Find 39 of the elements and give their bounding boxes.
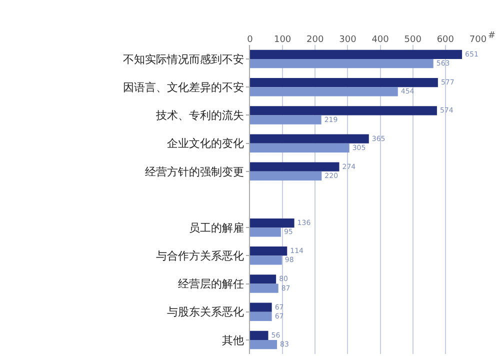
bar	[250, 162, 340, 172]
bar	[250, 302, 272, 312]
bar	[250, 87, 398, 96]
bar	[250, 134, 369, 144]
bar	[250, 115, 322, 124]
bar	[250, 106, 437, 116]
x-axis-title: #	[488, 31, 496, 41]
bar	[250, 246, 288, 256]
y-tick-label: 与合作方关系恶化	[156, 250, 244, 263]
bar	[250, 228, 281, 237]
y-tick-label: 与股东关系恶化	[166, 306, 244, 319]
x-tick-label: 500	[404, 35, 422, 46]
bar	[250, 284, 278, 293]
bar	[250, 171, 322, 181]
x-tick-label: 0	[247, 35, 254, 46]
x-tick-label: 700	[469, 35, 487, 46]
bar	[250, 274, 276, 284]
y-tick-label: 不知实际情况而感到不安	[122, 52, 244, 66]
y-tick-label: 员工的解雇	[188, 221, 244, 234]
x-tick-label: 200	[306, 35, 324, 46]
y-tick-label: 技术、专利的流失	[154, 109, 244, 122]
bar	[250, 330, 268, 340]
x-tick-label: 400	[372, 35, 390, 46]
bar	[250, 59, 434, 68]
bar	[250, 50, 462, 60]
bar	[250, 218, 294, 228]
bar	[250, 143, 350, 152]
x-tick-label: 100	[274, 35, 292, 46]
x-tick-label: 300	[339, 35, 357, 46]
y-tick-label: 经营层的解任	[178, 278, 244, 291]
bar	[250, 340, 278, 350]
y-tick-label: 因语言、文化差异的不安	[122, 80, 244, 94]
y-tick-label: 经营方针的强制变更	[144, 165, 244, 178]
y-tick-label: 企业文化的变化	[166, 137, 244, 150]
x-tick-label: 600	[436, 35, 454, 46]
y-tick-label: 其他	[222, 334, 244, 347]
bar	[250, 312, 272, 321]
bar	[250, 256, 282, 265]
bar	[250, 78, 438, 88]
